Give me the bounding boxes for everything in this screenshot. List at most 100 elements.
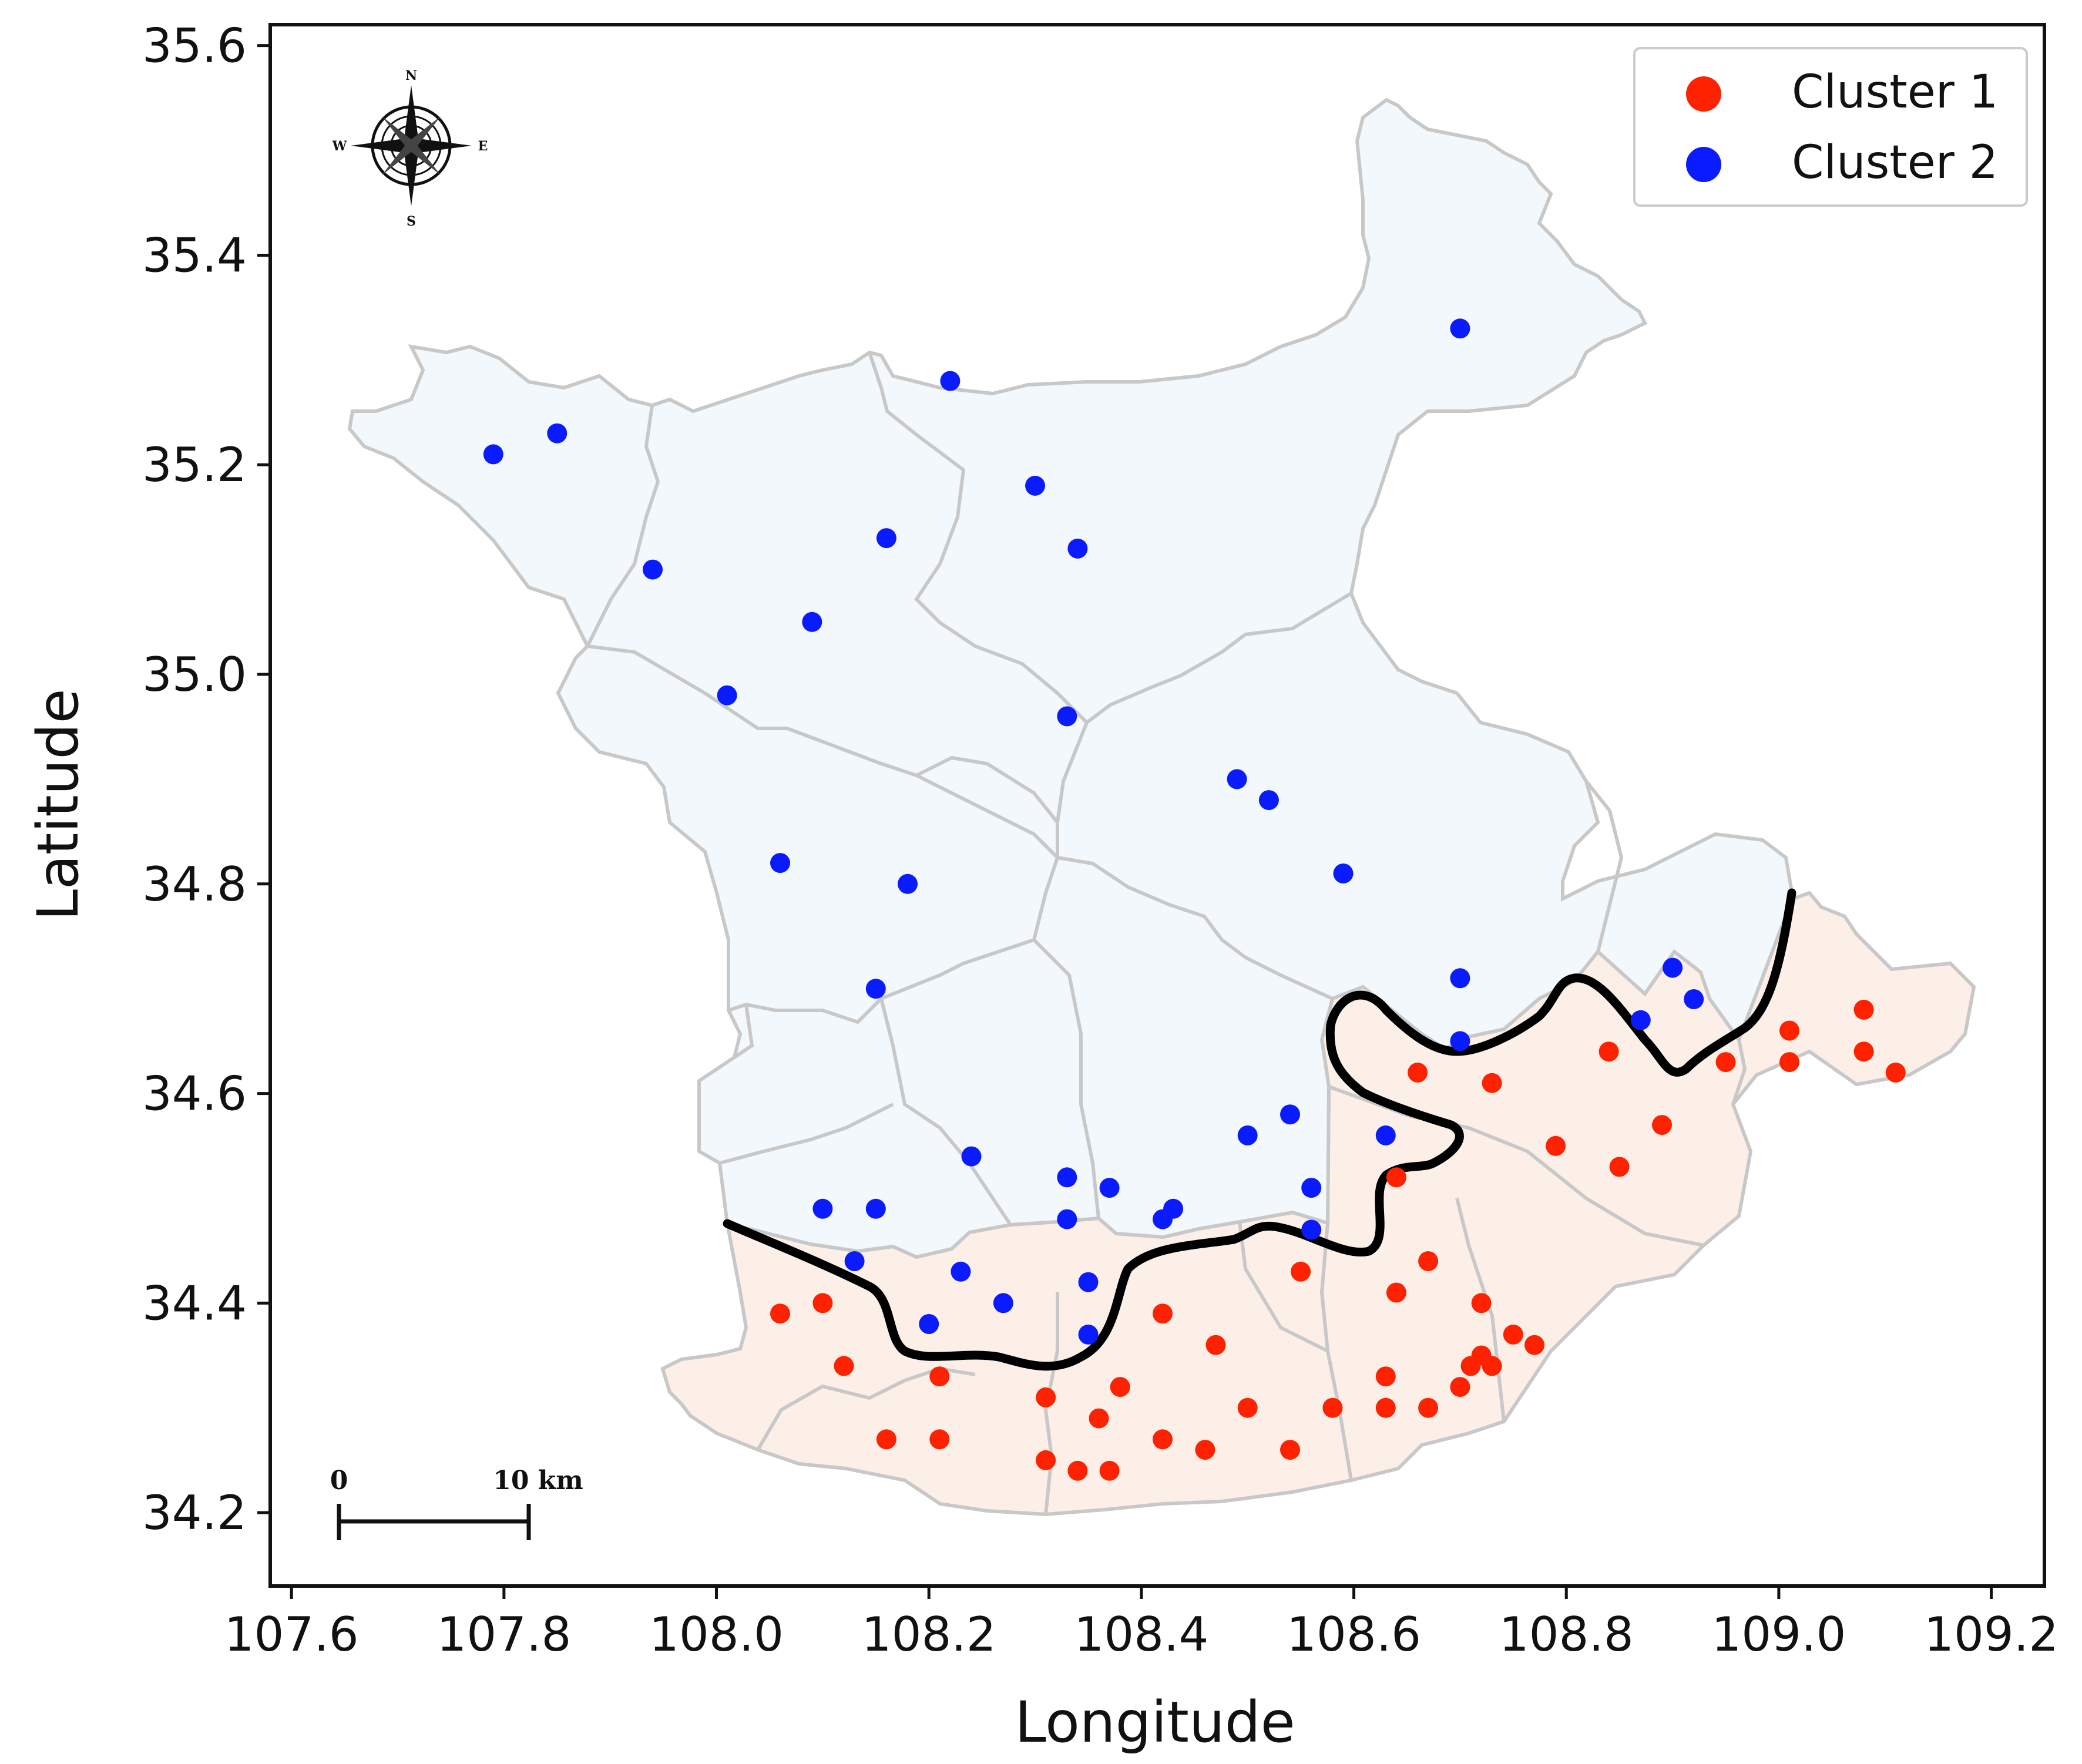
cluster-2-point	[1301, 1178, 1322, 1198]
cluster-1-point	[1036, 1450, 1056, 1470]
y-tick-label: 35.0	[142, 647, 247, 702]
cluster-1-point	[1853, 1041, 1874, 1062]
cluster-2-point	[1078, 1272, 1099, 1292]
cluster-2-point	[1057, 1209, 1077, 1229]
cluster-1-point	[1205, 1335, 1226, 1355]
cluster-1-point	[929, 1366, 950, 1387]
cluster-2-point	[643, 559, 663, 580]
north-region	[347, 98, 1795, 1259]
compass-w: W	[332, 139, 347, 154]
cluster-2-point	[1684, 989, 1704, 1009]
cluster-1-point	[1386, 1282, 1406, 1303]
cluster-1-point	[1418, 1397, 1439, 1418]
cluster-1-point	[1195, 1440, 1215, 1460]
x-tick-label: 108.4	[1074, 1607, 1208, 1662]
cluster-2-point	[865, 979, 886, 999]
cluster-1-point	[1418, 1251, 1439, 1271]
x-tick-label: 109.0	[1711, 1607, 1846, 1662]
axes-frame	[268, 23, 2046, 1588]
cluster-2-point	[1258, 790, 1279, 811]
county-borders	[586, 352, 1747, 1515]
cluster-1-point	[1779, 1020, 1799, 1041]
cluster-1-point	[1450, 1377, 1470, 1397]
cluster-1-point	[1885, 1062, 1906, 1083]
cluster-1-point	[1503, 1324, 1523, 1345]
scale-start-label: 0	[330, 1466, 348, 1496]
x-axis-label: Longitude	[1015, 1689, 1295, 1755]
cluster-1-point	[1482, 1073, 1502, 1093]
cluster-1-point	[876, 1429, 896, 1450]
cluster-1-point	[1482, 1356, 1502, 1376]
cluster-1-point	[1153, 1303, 1173, 1324]
cluster-2-point	[1450, 968, 1470, 989]
y-tick-label: 34.8	[142, 857, 247, 912]
cluster-2-point	[483, 444, 503, 465]
compass-n: N	[405, 68, 417, 83]
compass-rose-icon: N S E W	[332, 68, 488, 229]
y-axis-label: Latitude	[25, 688, 91, 920]
cluster-1-point	[1546, 1135, 1566, 1156]
cluster-1-point	[929, 1429, 950, 1450]
legend-box	[1633, 47, 2028, 207]
cluster-1-point	[1609, 1157, 1630, 1177]
cluster-2-point	[717, 685, 737, 705]
cluster-1-point	[1375, 1397, 1396, 1418]
cluster-2-point	[1153, 1209, 1173, 1229]
x-tick-label: 108.8	[1499, 1607, 1634, 1662]
cluster-1-point	[1322, 1397, 1343, 1418]
cluster-2-point	[993, 1293, 1013, 1313]
cluster-2-point	[1301, 1219, 1322, 1240]
cluster-1-point	[1280, 1440, 1300, 1460]
cluster-2-point	[770, 853, 790, 873]
cluster-1-point	[1153, 1429, 1173, 1450]
cluster-1-point	[1036, 1387, 1056, 1407]
cluster-1-point	[1524, 1335, 1544, 1355]
cluster-1-point	[1291, 1261, 1311, 1282]
legend-label-cluster-2: Cluster 2	[1792, 136, 1998, 189]
scale-end-label: 10 km	[493, 1466, 583, 1496]
compass-s: S	[407, 214, 416, 229]
cluster-1-point	[1110, 1377, 1130, 1397]
x-axis-ticks: 107.6 107.8 108.0 108.2 108.4 108.6 108.8 109.0…	[224, 1586, 2059, 1662]
x-tick-label: 108.0	[649, 1607, 784, 1662]
cluster-1-point	[1089, 1408, 1109, 1429]
cluster-2-point	[1227, 769, 1247, 789]
cluster-1-point	[1471, 1293, 1492, 1313]
cluster-2-point	[940, 371, 961, 391]
cluster-2-point	[1333, 863, 1354, 883]
cluster-2-point	[1025, 475, 1045, 496]
cluster-1-point	[770, 1303, 790, 1324]
cluster-2-point	[844, 1251, 865, 1271]
cluster-1-point	[1375, 1366, 1396, 1387]
cluster-1-point	[1386, 1167, 1406, 1188]
cluster-2-point	[1067, 538, 1088, 559]
cluster-2-point	[812, 1198, 833, 1219]
cluster-1-point	[1408, 1062, 1428, 1083]
y-tick-label: 35.2	[142, 438, 247, 492]
cluster-2-point	[876, 528, 896, 549]
y-tick-label: 34.6	[142, 1067, 247, 1121]
x-tick-label: 108.2	[862, 1607, 996, 1662]
cluster-2-point	[1663, 957, 1683, 978]
cluster-2-point	[1057, 1167, 1077, 1188]
cluster-2-point	[1630, 1010, 1651, 1030]
legend-marker-cluster-1	[1686, 76, 1721, 112]
cluster-1-point	[1460, 1356, 1481, 1376]
cluster-2-point	[961, 1146, 982, 1167]
cluster-2-point	[1375, 1125, 1396, 1145]
y-tick-label: 35.6	[142, 19, 247, 73]
x-tick-label: 107.8	[436, 1607, 571, 1662]
cluster-1-point	[1715, 1052, 1736, 1073]
legend: Cluster 1 Cluster 2	[1633, 47, 2028, 207]
cluster-2-point	[919, 1314, 939, 1334]
cluster-2-point	[547, 423, 567, 443]
cluster-2-point	[1237, 1125, 1258, 1145]
cluster-divide-line	[723, 888, 1796, 1371]
legend-marker-cluster-2	[1686, 147, 1721, 182]
cluster-1-point	[1067, 1460, 1088, 1481]
y-tick-label: 35.4	[142, 228, 247, 283]
cluster-1-point	[1652, 1115, 1672, 1135]
x-tick-label: 108.6	[1287, 1607, 1421, 1662]
cluster-2-point	[1099, 1178, 1120, 1198]
